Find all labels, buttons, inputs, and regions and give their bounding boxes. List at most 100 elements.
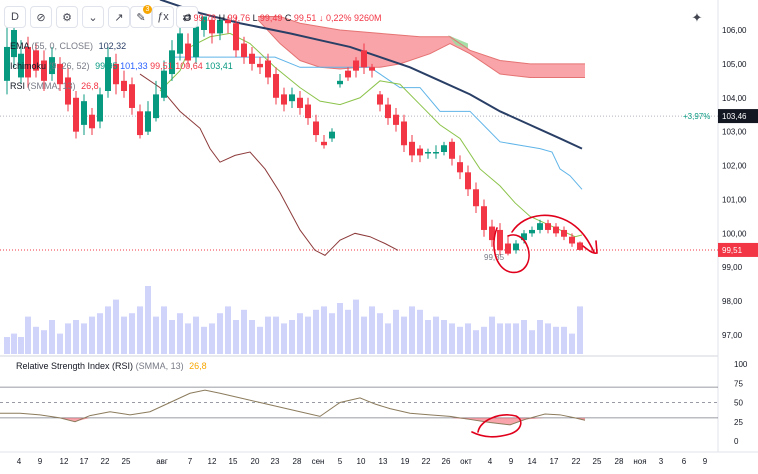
rsi-tick-label: 25 (734, 418, 743, 427)
volume-bar (385, 323, 391, 354)
candle-body (105, 57, 111, 91)
volume-bar (185, 323, 191, 354)
volume-bar (401, 316, 407, 354)
candle-body (513, 243, 519, 251)
ema-price-tag (718, 109, 758, 124)
low-value: 99,49 (259, 13, 283, 23)
volume-bar (417, 309, 423, 354)
ohlc-readout: O 99,73 H 99,76 L 99,49 C 99,51 ↓ 0,22% … (184, 13, 382, 23)
current-price-tag-label: 99,51 (722, 246, 743, 255)
settings-button[interactable]: ⚙ (56, 6, 78, 28)
volume-bar (321, 306, 327, 354)
rsi-panel-title[interactable]: Relative Strength Index (RSI) (SMMA, 13)… (16, 361, 207, 371)
time-tick-label: 13 (379, 457, 388, 466)
volume-bar (113, 299, 119, 354)
time-tick-label: 22 (422, 457, 431, 466)
volume-bar (369, 306, 375, 354)
annotation-arc-top (511, 214, 595, 253)
ichimoku-spanB-value: 103,41 (205, 61, 233, 71)
volume-bar (233, 320, 239, 354)
candle-body (449, 141, 455, 159)
price-tick-label: 97,00 (722, 331, 743, 340)
ichimoku-params: (9, 26, 52) (48, 61, 90, 71)
candle-body (305, 104, 311, 119)
layout-button[interactable]: ⇄ (176, 6, 198, 28)
candle-body (473, 189, 479, 207)
chart-type-button[interactable]: ⌄ (82, 6, 104, 28)
volume-bar (137, 306, 143, 354)
volume-bar (73, 320, 79, 354)
volume-bar (521, 320, 527, 354)
ichimoku-tenkan-value: 99,95 (95, 61, 118, 71)
interval-button[interactable]: D (4, 6, 26, 28)
volume-bar (297, 313, 303, 354)
volume-bar (449, 323, 455, 354)
legend-rsi[interactable]: RSI (SMMA, 13) 26,8 (10, 81, 99, 91)
ai-sparkle-icon[interactable]: ✦ (691, 10, 703, 25)
volume-bar (345, 309, 351, 354)
candle-body (161, 70, 167, 98)
time-tick-label: 26 (442, 457, 451, 466)
candle-body (409, 141, 415, 156)
candle-body (369, 67, 375, 71)
candle-body (249, 53, 255, 64)
time-tick-label: 4 (488, 457, 493, 466)
candle-body (281, 94, 287, 105)
volume-bar (577, 306, 583, 354)
open-value: 99,73 (193, 13, 217, 23)
volume-bar (265, 316, 271, 354)
time-tick-label: 6 (682, 457, 687, 466)
candle-body (145, 111, 151, 132)
ichimoku-name: Ichimoku (10, 61, 47, 71)
legend-ichimoku[interactable]: Ichimoku (9, 26, 52) 99,95 101,33 99,51 … (10, 61, 233, 71)
legend-ema[interactable]: EMA (55, 0, CLOSE) 102,32 (10, 41, 126, 51)
volume-bar (465, 323, 471, 354)
volume-bar (105, 306, 111, 354)
candle-body (18, 53, 24, 78)
volume-bar (481, 326, 487, 354)
volume-bar (281, 323, 287, 354)
price-tick-label: 105,00 (722, 60, 747, 69)
candle-body (265, 60, 271, 78)
candle-body (521, 233, 527, 241)
volume-bar (457, 326, 463, 354)
volume-bar (169, 320, 175, 354)
volume-bar (121, 316, 127, 354)
volume-bar (569, 333, 575, 354)
change-value: ↓ 0,22% (318, 13, 352, 23)
volume-bar (513, 323, 519, 354)
volume-bar (425, 320, 431, 354)
volume-bar (145, 286, 151, 354)
candle-body (137, 111, 143, 136)
candle-body (481, 206, 487, 230)
volume-bar (257, 326, 263, 354)
compare-button[interactable]: ⊘ (30, 6, 52, 28)
price-tick-label: 101,00 (722, 195, 747, 204)
time-tick-label: 12 (60, 457, 69, 466)
candle-body (361, 50, 367, 68)
volume-bar (289, 320, 295, 354)
candle-body (505, 243, 511, 254)
candle-body (425, 152, 431, 154)
time-tick-label: 23 (271, 457, 280, 466)
trend-line-button[interactable]: ↗ (108, 6, 130, 28)
close-value: 99,51 (293, 13, 317, 23)
price-tick-label: 103,00 (722, 128, 747, 137)
candle-body (25, 46, 31, 78)
candle-body (209, 19, 215, 34)
chevron-down-icon: ⌄ (88, 11, 98, 24)
candle-body (321, 141, 327, 146)
candle-body (417, 148, 423, 156)
indicators-button[interactable]: ƒx (152, 6, 174, 28)
volume-bar (209, 323, 215, 354)
volume-bar (201, 326, 207, 354)
time-tick-label: 3 (659, 457, 664, 466)
rsi-panel-value: 26,8 (189, 361, 207, 371)
volume-bar (505, 323, 511, 354)
rsi-line (0, 389, 586, 426)
candle-body (345, 70, 351, 78)
candle-body (577, 242, 583, 250)
time-tick-label: 15 (229, 457, 238, 466)
volume-bar (177, 313, 183, 354)
